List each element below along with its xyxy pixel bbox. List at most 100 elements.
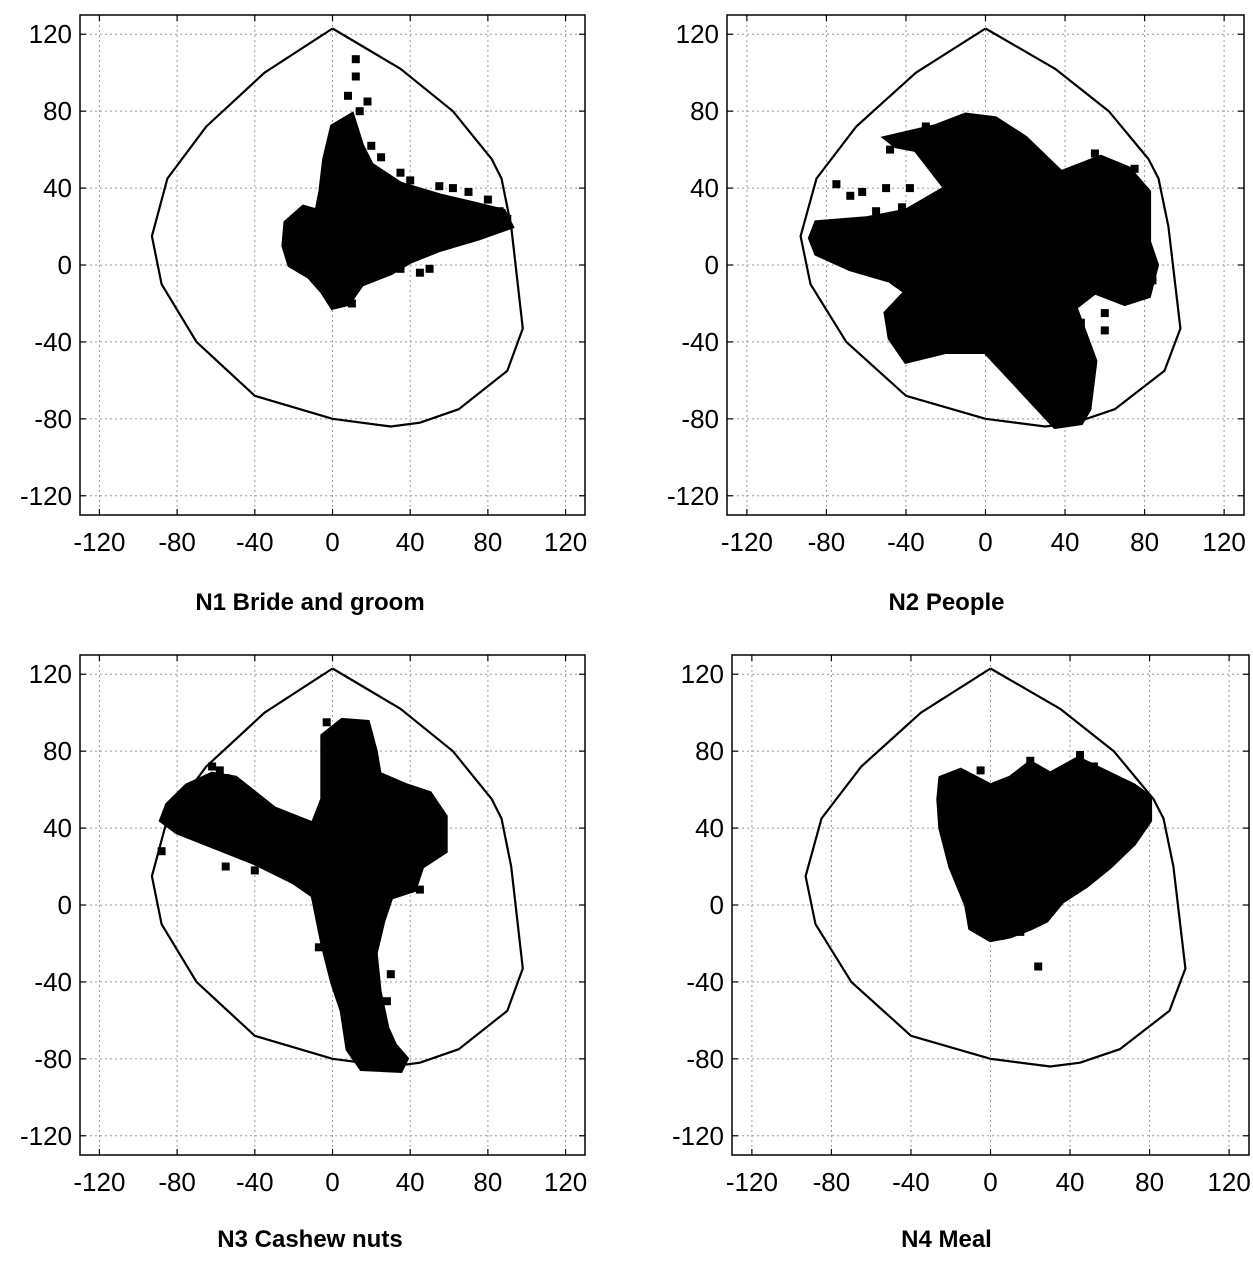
y-tick-label: 40 (43, 173, 72, 203)
y-tick-label: 0 (710, 890, 724, 920)
data-point (415, 885, 424, 894)
color-cloud (281, 111, 515, 311)
data-point (235, 781, 244, 790)
data-point (1046, 904, 1055, 913)
x-tick-label: 0 (983, 1167, 997, 1197)
data-point (832, 180, 841, 189)
data-point (347, 299, 356, 308)
x-tick-label: 80 (1130, 527, 1159, 557)
data-point (996, 931, 1005, 940)
data-point (157, 847, 166, 856)
data-point (386, 970, 395, 979)
scatter-chart-n2: -120 -80 -40 0 40 80 120 -120 -80 -40 0 40 80 120 (667, 14, 1246, 557)
y-tick-label: -120 (20, 481, 72, 511)
color-cloud (158, 717, 448, 1073)
y-tick-label: 120 (29, 659, 72, 689)
y-tick-label: -80 (34, 404, 72, 434)
chart-caption: N4 Meal (901, 1226, 992, 1253)
gamut-boundary (150, 27, 524, 428)
y-tick-label: -120 (20, 1121, 72, 1151)
scatter-chart-n3: -120 -80 -40 0 40 80 120 -120 -80 -40 0 40 80 120 (20, 654, 587, 1197)
y-tick-label: 120 (29, 19, 72, 49)
data-point (208, 762, 217, 771)
y-tick-label: -120 (672, 1121, 724, 1151)
y-tick-label: -40 (681, 327, 719, 357)
x-tick-label: 40 (396, 1167, 425, 1197)
data-point (351, 72, 360, 81)
data-point (221, 774, 230, 783)
data-point (898, 203, 906, 212)
x-tick-label: -40 (892, 1167, 930, 1197)
data-point (314, 943, 323, 952)
data-point (1058, 893, 1067, 902)
data-point (1080, 401, 1089, 410)
data-point (1034, 962, 1043, 971)
color-cloud (807, 112, 1160, 430)
data-point (177, 814, 185, 823)
data-point (363, 97, 372, 106)
x-tick-label: 120 (544, 527, 587, 557)
data-point (448, 184, 457, 193)
data-point (1130, 164, 1139, 173)
y-tick-label: -120 (667, 481, 719, 511)
data-point (905, 184, 914, 193)
x-tick-label: 40 (1056, 1167, 1085, 1197)
data-point (396, 168, 405, 177)
x-tick-label: 120 (1202, 527, 1245, 557)
data-point (429, 827, 438, 836)
x-tick-label: -40 (887, 527, 925, 557)
data-point (322, 718, 331, 727)
x-tick-label: 120 (544, 1167, 587, 1197)
data-point (1148, 276, 1157, 285)
data-point (1105, 774, 1114, 783)
y-tick-label: -80 (34, 1044, 72, 1074)
x-tick-label: 0 (325, 1167, 339, 1197)
y-tick-label: 0 (58, 890, 72, 920)
data-point (503, 214, 512, 223)
chart-caption: N3 Cashew nuts (217, 1226, 403, 1253)
x-tick-label: -80 (158, 1167, 196, 1197)
x-tick-label: -120 (73, 1167, 125, 1197)
data-point (1084, 372, 1093, 381)
y-tick-label: -80 (686, 1044, 724, 1074)
data-point (406, 176, 415, 185)
y-tick-label: 0 (705, 250, 719, 280)
data-point (367, 141, 376, 150)
data-point (1141, 804, 1150, 813)
data-point (1100, 309, 1109, 318)
data-point (351, 55, 360, 64)
data-point (344, 91, 352, 100)
x-tick-label: -40 (236, 1167, 274, 1197)
x-tick-label: -120 (721, 527, 773, 557)
data-point (882, 184, 891, 193)
data-point (377, 153, 386, 162)
x-tick-label: 80 (1135, 1167, 1164, 1197)
data-point (886, 145, 895, 154)
data-point (1076, 389, 1085, 398)
data-point (483, 195, 492, 204)
x-tick-label: 40 (396, 527, 425, 557)
data-point (347, 122, 356, 131)
data-point (858, 187, 867, 196)
data-point (1090, 149, 1099, 158)
data-point (872, 207, 881, 216)
y-tick-label: 80 (43, 96, 72, 126)
data-point (946, 824, 955, 833)
y-tick-label: 80 (695, 736, 724, 766)
chart-panel-n4: -120 -80 -40 0 40 80 120 -120 -80 -40 0 40 80 120 N4 … (640, 640, 1253, 1264)
data-point (435, 182, 444, 191)
data-point (1076, 751, 1084, 759)
y-tick-label: 80 (690, 96, 719, 126)
data-point (355, 107, 364, 116)
data-point (215, 766, 224, 775)
x-tick-label: -120 (726, 1167, 778, 1197)
data-point (250, 866, 259, 875)
x-tick-label: 40 (1051, 527, 1080, 557)
data-point (1080, 347, 1089, 356)
y-tick-label: 40 (690, 173, 719, 203)
data-point (464, 187, 473, 196)
y-tick-label: 40 (695, 813, 724, 843)
chart-caption: N1 Bride and groom (195, 589, 425, 616)
x-tick-label: -40 (236, 527, 274, 557)
data-point (221, 862, 230, 871)
